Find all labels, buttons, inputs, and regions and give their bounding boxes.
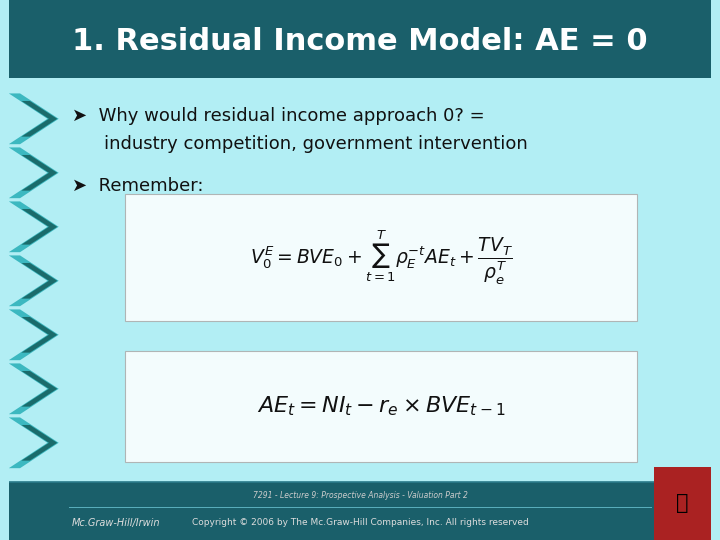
Text: 1. Residual Income Model: AE = 0: 1. Residual Income Model: AE = 0 — [72, 26, 648, 56]
Polygon shape — [22, 425, 58, 461]
Text: $AE_t = NI_t - r_e \times BVE_{t-1}$: $AE_t = NI_t - r_e \times BVE_{t-1}$ — [257, 395, 505, 418]
Polygon shape — [22, 263, 58, 299]
Polygon shape — [9, 201, 59, 252]
Polygon shape — [9, 255, 59, 306]
Polygon shape — [22, 317, 58, 353]
Text: Mc.Graw-Hill/Irwin: Mc.Graw-Hill/Irwin — [72, 518, 161, 528]
Polygon shape — [9, 417, 59, 468]
Text: 155: 155 — [666, 491, 682, 500]
Text: $V_0^E = BVE_0 + \sum_{t=1}^{T} \rho_E^{-t} AE_t + \dfrac{TV_T}{\rho_e^T}$: $V_0^E = BVE_0 + \sum_{t=1}^{T} \rho_E^{… — [250, 229, 513, 287]
Text: 🌐: 🌐 — [676, 493, 688, 514]
FancyBboxPatch shape — [654, 467, 711, 540]
Text: ➤  Why would residual income approach 0? =: ➤ Why would residual income approach 0? … — [72, 107, 485, 125]
FancyBboxPatch shape — [9, 482, 711, 540]
Polygon shape — [22, 209, 58, 245]
Text: 7291 - Lecture 9: Prospective Analysis - Valuation Part 2: 7291 - Lecture 9: Prospective Analysis -… — [253, 491, 467, 500]
FancyBboxPatch shape — [125, 194, 637, 321]
Text: ➤  Remember:: ➤ Remember: — [72, 177, 204, 195]
Polygon shape — [22, 371, 58, 407]
Polygon shape — [9, 93, 59, 144]
Text: Copyright © 2006 by The Mc.Graw-Hill Companies, Inc. All rights reserved: Copyright © 2006 by The Mc.Graw-Hill Com… — [192, 518, 528, 527]
FancyBboxPatch shape — [9, 0, 711, 78]
Polygon shape — [22, 155, 58, 191]
Polygon shape — [9, 309, 59, 360]
Text: industry competition, government intervention: industry competition, government interve… — [104, 135, 527, 153]
Polygon shape — [22, 101, 58, 137]
Polygon shape — [9, 147, 59, 198]
FancyBboxPatch shape — [125, 351, 637, 462]
Polygon shape — [9, 363, 59, 414]
